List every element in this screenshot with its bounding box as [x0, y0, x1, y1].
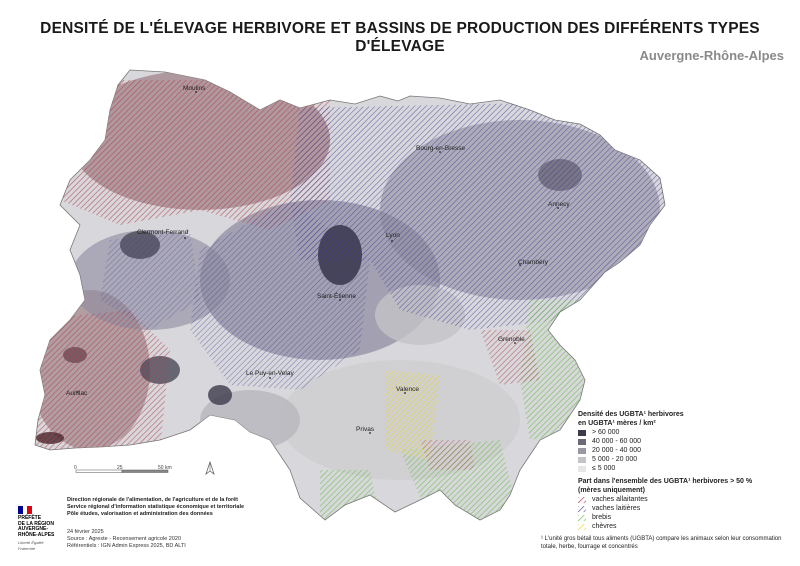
city-label-saint-etienne: Saint-Étienne: [317, 291, 356, 300]
map-subtitle: Auvergne-Rhône-Alpes: [639, 48, 784, 63]
legend-swatch: [578, 496, 586, 503]
city-label-le-puy-en-velay: Le Puy-en-Velay: [246, 370, 294, 377]
legend-density-title-1: Densité des UGBTA¹ herbivores: [578, 411, 684, 418]
legend-share-title-2: (mères uniquement): [578, 487, 645, 494]
legend-swatch: [578, 429, 586, 436]
legend-swatch: [578, 456, 586, 463]
legend-swatch: [578, 514, 586, 521]
city-label-aurillac: Aurillac: [66, 390, 88, 397]
scale-bar: 0 25 50 km: [74, 465, 172, 473]
legend: Densité des UGBTA¹ herbivores en UGBTA¹ …: [578, 410, 793, 531]
scale-tick-0: 0: [74, 465, 77, 471]
city-label-clermont-ferrand: Clermont-Ferrand: [137, 229, 189, 236]
city-label-grenoble: Grenoble: [498, 336, 525, 343]
credits: Direction régionale de l'alimentation, d…: [67, 497, 245, 517]
legend-swatch: [578, 438, 586, 445]
city-label-bourg-en-bresse: Bourg-en-Bresse: [416, 145, 466, 152]
legend-swatch: [578, 465, 586, 472]
city-label-moulins: Moulins: [183, 85, 206, 92]
legend-swatch: [578, 505, 586, 512]
legend-item-share-3: chèvres: [578, 522, 793, 531]
legend-item-density-3: 5 000 - 20 000: [578, 455, 793, 464]
scale-tick-25: 25: [117, 465, 123, 471]
scale-tick-50: 50 km: [158, 465, 172, 471]
city-label-valence: Valence: [396, 386, 419, 393]
source-info: 24 février 2025 Source : Agreste - Recen…: [67, 529, 186, 549]
legend-item-density-0: > 60 000: [578, 428, 793, 437]
legend-swatch: [578, 523, 586, 530]
city-label-privas: Privas: [356, 426, 375, 433]
legend-swatch: [578, 447, 586, 454]
legend-share-title-1: Part dans l'ensemble des UGBTA¹ herbivor…: [578, 478, 753, 485]
map-title: DENSITÉ DE L'ÉLEVAGE HERBIVORE ET BASSIN…: [40, 20, 760, 55]
city-label-lyon: Lyon: [386, 232, 400, 239]
legend-item-share-0: vaches allaitantes: [578, 495, 793, 504]
city-label-chambery: Chambéry: [518, 259, 549, 266]
legend-density-title-2: en UGBTA¹ mères / km²: [578, 420, 656, 427]
footnote: ¹ L'unité gros bétail tous aliments (UGB…: [541, 536, 782, 550]
legend-item-density-1: 40 000 - 60 000: [578, 437, 793, 446]
legend-item-density-4: ≤ 5 000: [578, 464, 793, 473]
french-flag-icon: [18, 506, 33, 514]
legend-item-share-2: brebis: [578, 513, 793, 522]
prefecture-logo: PRÉFÈTE DE LA RÉGION AUVERGNE- RHÔNE-ALP…: [18, 506, 60, 551]
city-labels: Moulins Bourg-en-Bresse Annecy Clermont-…: [66, 85, 570, 434]
city-label-annecy: Annecy: [548, 201, 570, 208]
legend-item-share-1: vaches laitières: [578, 504, 793, 513]
north-arrow-icon: [205, 460, 215, 475]
legend-item-density-2: 20 000 - 40 000: [578, 446, 793, 455]
